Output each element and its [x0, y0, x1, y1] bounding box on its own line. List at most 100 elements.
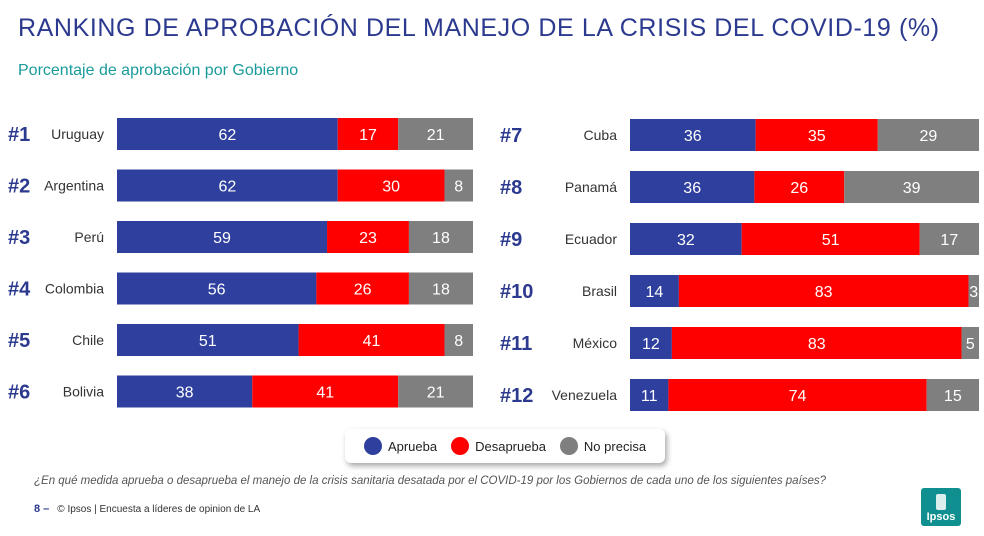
- rank-label-mexico: #11: [500, 333, 532, 355]
- country-label-mexico: México: [573, 335, 618, 351]
- bar-aprueba-chile: [117, 324, 299, 356]
- bar-desaprueba-uruguay: [337, 118, 399, 150]
- bar-desaprueba-panama: [754, 171, 845, 203]
- country-label-ecuador: Ecuador: [565, 231, 617, 247]
- bar-no-precisa-colombia: [408, 272, 473, 305]
- rank-label-venezuela: #12: [500, 385, 533, 407]
- logo-mark-icon: [936, 494, 946, 510]
- value-label-aprueba-cuba: 36: [684, 128, 702, 145]
- country-label-brasil: Brasil: [582, 283, 617, 299]
- legend-label-no-precisa: No precisa: [583, 438, 647, 454]
- value-label-aprueba-mexico: 12: [642, 336, 660, 353]
- legend-label-desaprueba: Desaprueba: [475, 438, 546, 454]
- rank-label-cuba: #7: [500, 125, 522, 147]
- country-label-bolivia: Bolivia: [63, 384, 104, 400]
- value-label-no-precisa-bolivia: 21: [427, 385, 445, 402]
- bar-desaprueba-argentina: [337, 169, 445, 202]
- value-label-no-precisa-panama: 39: [903, 180, 921, 197]
- value-label-desaprueba-cuba: 35: [808, 128, 826, 145]
- value-label-no-precisa-peru: 18: [432, 230, 450, 247]
- ipsos-logo: Ipsos: [921, 488, 961, 526]
- value-label-aprueba-peru: 59: [213, 230, 231, 247]
- rank-label-argentina: #2: [8, 176, 30, 198]
- value-label-no-precisa-argentina: 8: [454, 179, 463, 196]
- value-label-aprueba-ecuador: 32: [677, 232, 695, 249]
- country-label-peru: Perú: [74, 229, 104, 245]
- value-label-aprueba-bolivia: 38: [176, 385, 194, 402]
- bar-aprueba-mexico: [630, 327, 672, 359]
- chart-legend: Aprueba Desaprueba No precisa: [345, 429, 665, 463]
- value-label-desaprueba-brasil: 83: [815, 284, 833, 301]
- value-label-desaprueba-uruguay: 17: [359, 127, 377, 144]
- rank-label-chile: #5: [8, 330, 30, 352]
- country-label-uruguay: Uruguay: [51, 126, 104, 142]
- value-label-aprueba-panama: 36: [683, 180, 701, 197]
- legend-item-desaprueba: Desaprueba: [451, 437, 546, 455]
- bar-no-precisa-panama: [844, 171, 979, 203]
- value-label-desaprueba-panama: 26: [790, 180, 808, 197]
- bar-no-precisa-bolivia: [398, 375, 473, 408]
- bar-desaprueba-brasil: [678, 275, 969, 307]
- rank-label-brasil: #10: [500, 281, 533, 303]
- page-subtitle: Porcentaje de aprobación por Gobierno: [18, 62, 299, 79]
- bar-no-precisa-mexico: [961, 327, 979, 359]
- value-label-aprueba-colombia: 56: [208, 282, 226, 299]
- value-label-no-precisa-uruguay: 21: [427, 127, 445, 144]
- rank-label-ecuador: #9: [500, 229, 522, 251]
- value-label-no-precisa-brasil: 3: [969, 284, 978, 301]
- bar-no-precisa-argentina: [444, 169, 473, 202]
- value-label-desaprueba-peru: 23: [359, 230, 377, 247]
- country-label-venezuela: Venezuela: [552, 387, 618, 403]
- legend-swatch-desaprueba: [451, 437, 470, 455]
- bar-aprueba-colombia: [117, 272, 317, 305]
- bar-desaprueba-cuba: [755, 119, 878, 151]
- footer: 8 – © Ipsos | Encuesta a líderes de opin…: [34, 503, 260, 515]
- bar-no-precisa-chile: [444, 324, 473, 356]
- bar-no-precisa-ecuador: [919, 223, 979, 255]
- bar-aprueba-argentina: [117, 169, 338, 202]
- value-label-no-precisa-cuba: 29: [919, 128, 937, 145]
- value-label-no-precisa-mexico: 5: [966, 336, 975, 353]
- bar-desaprueba-mexico: [671, 327, 962, 359]
- country-label-colombia: Colombia: [45, 281, 104, 297]
- value-label-desaprueba-mexico: 83: [808, 336, 826, 353]
- legend-item-no-precisa: No precisa: [559, 437, 647, 455]
- value-label-desaprueba-chile: 41: [363, 333, 381, 350]
- bar-desaprueba-peru: [327, 221, 409, 253]
- country-label-argentina: Argentina: [44, 178, 104, 194]
- rank-label-panama: #8: [500, 177, 522, 199]
- bar-desaprueba-chile: [298, 324, 445, 356]
- bar-desaprueba-colombia: [316, 272, 409, 305]
- stacked-bar-chart: #1 Uruguay 62 17 21 #2 Argentina 62 30 8 #3 Perú 59 2…: [8, 118, 979, 411]
- value-label-aprueba-chile: 51: [199, 333, 217, 350]
- value-label-no-precisa-venezuela: 15: [944, 388, 962, 405]
- bar-aprueba-uruguay: [117, 118, 338, 150]
- value-label-desaprueba-ecuador: 51: [822, 232, 840, 249]
- legend-label-aprueba: Aprueba: [387, 438, 438, 454]
- value-label-no-precisa-ecuador: 17: [940, 232, 958, 249]
- page-title: RANKING DE APROBACIÓN DEL MANEJO DE LA C…: [18, 14, 940, 42]
- value-label-desaprueba-bolivia: 41: [316, 385, 334, 402]
- rank-label-colombia: #4: [8, 279, 31, 301]
- rank-label-uruguay: #1: [8, 124, 30, 146]
- bar-no-precisa-venezuela: [926, 379, 979, 411]
- bar-no-precisa-uruguay: [398, 118, 473, 150]
- country-label-panama: Panamá: [565, 179, 617, 195]
- value-label-no-precisa-chile: 8: [454, 333, 463, 350]
- rank-label-peru: #3: [8, 227, 30, 249]
- legend-item-aprueba: Aprueba: [363, 437, 438, 455]
- value-label-aprueba-uruguay: 62: [218, 127, 236, 144]
- survey-question: ¿En qué medida aprueba o desaprueba el m…: [34, 475, 827, 487]
- bar-no-precisa-cuba: [877, 119, 979, 151]
- bar-aprueba-peru: [117, 221, 328, 253]
- value-label-no-precisa-colombia: 18: [432, 282, 450, 299]
- value-label-desaprueba-venezuela: 74: [789, 388, 807, 405]
- bar-no-precisa-peru: [408, 221, 473, 253]
- value-label-desaprueba-colombia: 26: [354, 282, 372, 299]
- page-number: 8 –: [34, 503, 50, 515]
- bar-desaprueba-ecuador: [741, 223, 920, 255]
- bar-aprueba-cuba: [630, 119, 756, 151]
- bar-aprueba-venezuela: [630, 379, 669, 411]
- value-label-aprueba-brasil: 14: [646, 284, 664, 301]
- legend-swatch-aprueba: [363, 437, 382, 455]
